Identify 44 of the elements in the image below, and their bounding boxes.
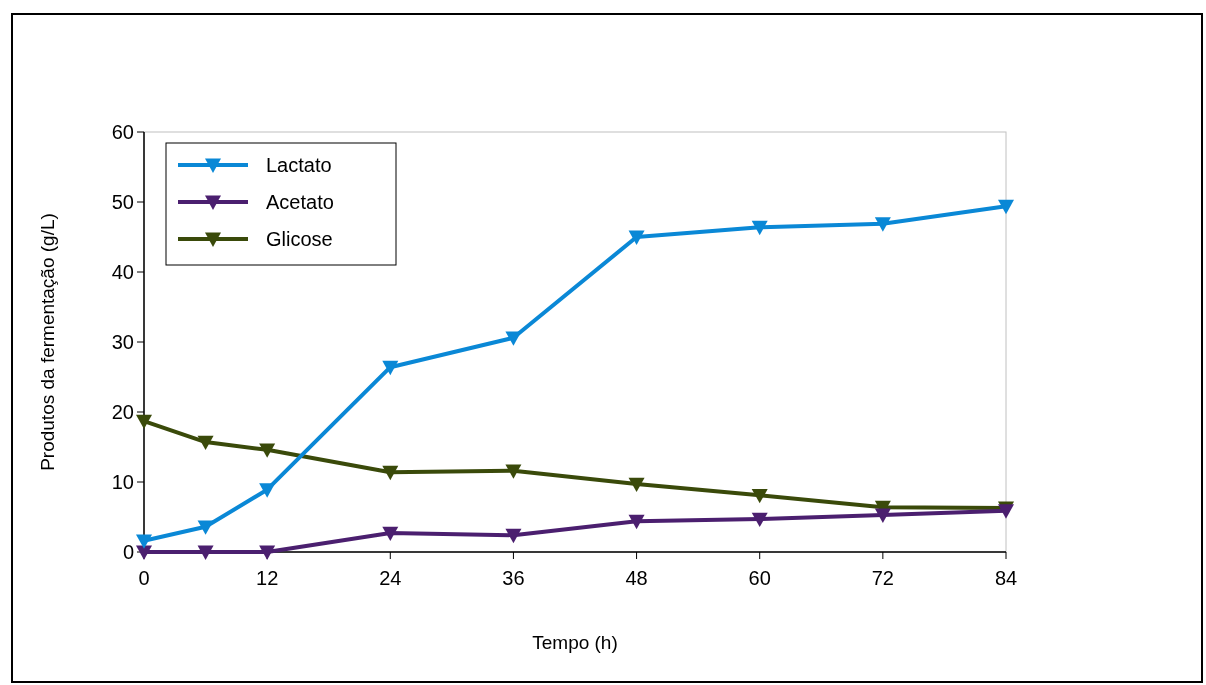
y-axis-title: Produtos da fermentação (g/L) [37, 213, 58, 471]
point [628, 230, 645, 245]
x-tick-label: 0 [138, 567, 150, 589]
x-tick-label: 12 [256, 567, 279, 589]
x-tick-label: 72 [871, 567, 894, 589]
point [505, 528, 522, 544]
point [874, 217, 891, 232]
point [998, 199, 1014, 215]
legend-label: Glicose [266, 228, 333, 250]
point [874, 508, 891, 523]
y-tick-label: 30 [111, 331, 134, 353]
x-axis-title: Tempo (h) [532, 632, 618, 653]
x-tick-label: 84 [994, 567, 1018, 589]
y-tick-label: 40 [111, 261, 134, 283]
point [628, 514, 645, 530]
legend-label: Acetato [266, 191, 334, 213]
point [751, 488, 768, 504]
x-tick-label: 48 [625, 567, 648, 589]
point [382, 526, 399, 542]
point [505, 464, 522, 479]
point [382, 465, 399, 481]
point [136, 414, 152, 430]
x-tick-label: 60 [748, 567, 771, 589]
point [197, 545, 214, 560]
x-tick-label: 36 [502, 567, 525, 589]
y-tick-label: 10 [111, 471, 134, 493]
legend-label: Lactato [266, 154, 332, 176]
y-tick-label: 20 [111, 401, 134, 423]
point [136, 545, 152, 560]
y-tick-label: 50 [111, 191, 134, 213]
y-tick-label: 60 [111, 121, 134, 143]
point [259, 483, 276, 498]
point [751, 512, 768, 528]
point [197, 520, 214, 535]
x-tick-label: 24 [379, 567, 402, 589]
point [197, 435, 214, 451]
y-tick-label: 0 [122, 541, 134, 563]
point [136, 534, 152, 549]
point [505, 331, 522, 346]
point [382, 360, 399, 376]
point [259, 545, 276, 560]
point [259, 443, 276, 458]
point [628, 477, 645, 493]
point [751, 220, 768, 236]
